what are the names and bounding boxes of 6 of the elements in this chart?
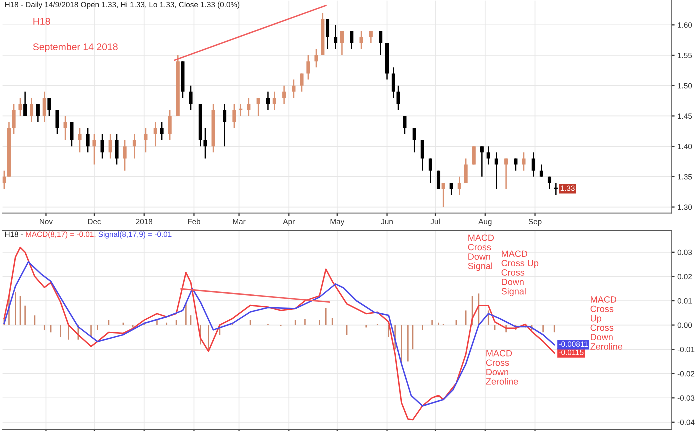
annotation: MACD Cross Down Signal xyxy=(468,234,494,272)
annotation: MACD Cross Down Zeroline xyxy=(486,350,518,385)
annotation: H18 xyxy=(34,18,50,25)
annotation: MACD Cross Up Cross Down Zeroline xyxy=(590,296,623,350)
annotation: September 14 2018 xyxy=(33,43,118,52)
annotation: MACD Cross Up Cross Down Signal xyxy=(502,250,539,296)
